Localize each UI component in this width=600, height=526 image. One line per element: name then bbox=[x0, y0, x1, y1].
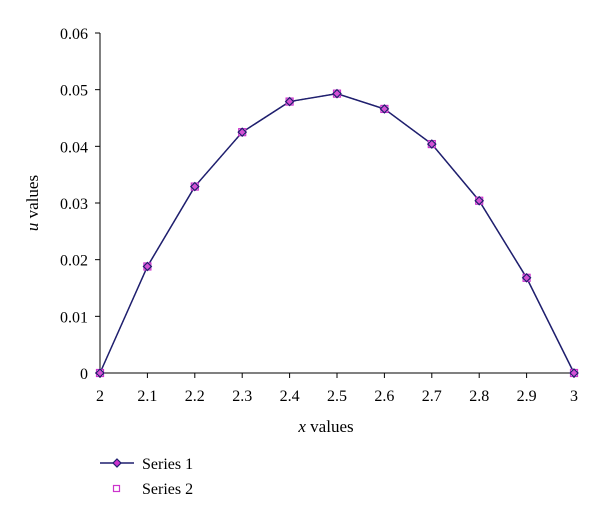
x-tick-label: 2 bbox=[96, 388, 104, 405]
y-axis-title-italic: u bbox=[23, 223, 42, 232]
series-1-point bbox=[332, 88, 342, 99]
legend-label-series-1: Series 1 bbox=[142, 456, 193, 473]
y-ticks: 0 0.01 0.02 0.03 0.04 0.05 0.06 bbox=[60, 26, 100, 383]
series-1-point bbox=[521, 272, 532, 283]
x-tick-label: 2.4 bbox=[280, 388, 300, 405]
series-1-point bbox=[237, 127, 248, 138]
x-tick-label: 2.5 bbox=[327, 388, 347, 405]
legend-label-series-2: Series 2 bbox=[142, 481, 193, 498]
x-tick-label: 2.3 bbox=[232, 388, 252, 405]
legend: Series 1 Series 2 bbox=[100, 456, 193, 498]
y-tick-label: 0.03 bbox=[60, 196, 88, 213]
series-1-point bbox=[569, 368, 579, 378]
series-1-point bbox=[189, 181, 200, 192]
x-axis-title-italic: x bbox=[297, 417, 306, 436]
legend-item-series-2: Series 2 bbox=[112, 481, 193, 498]
x-tick-label: 2.9 bbox=[517, 388, 537, 405]
x-axis-title-rest: values bbox=[306, 417, 354, 436]
series-1-point bbox=[474, 195, 485, 206]
x-tick-label: 3 bbox=[570, 388, 578, 405]
legend-swatch-series-1-marker bbox=[112, 458, 122, 468]
series-1-point bbox=[142, 261, 153, 272]
y-axis-title: u values bbox=[23, 175, 42, 231]
y-tick-label: 0.04 bbox=[60, 139, 88, 156]
x-tick-label: 2.7 bbox=[422, 388, 442, 405]
legend-swatch-series-2-marker bbox=[112, 484, 121, 493]
x-tick-label: 2.2 bbox=[185, 388, 205, 405]
axes bbox=[99, 33, 574, 374]
y-tick-label: 0 bbox=[80, 366, 88, 383]
x-tick-label: 2.8 bbox=[469, 388, 489, 405]
series-1-point bbox=[426, 139, 437, 149]
x-tick-label: 2.1 bbox=[137, 388, 157, 405]
y-tick-label: 0.01 bbox=[60, 309, 88, 326]
y-axis-title-rest: values bbox=[23, 175, 42, 223]
y-tick-label: 0.05 bbox=[60, 83, 88, 100]
x-ticks: 2 2.1 2.2 2.3 2.4 2.5 2.6 2.7 2.8 2.9 3 bbox=[96, 373, 578, 405]
series-1-line bbox=[99, 92, 575, 374]
series bbox=[95, 88, 579, 378]
y-tick-label: 0.06 bbox=[60, 26, 88, 43]
x-axis-title: x values bbox=[297, 417, 353, 436]
series-1-point bbox=[284, 96, 295, 107]
x-tick-label: 2.6 bbox=[374, 388, 394, 405]
series-2-line bbox=[99, 93, 575, 374]
series-1-point bbox=[379, 104, 390, 114]
legend-item-series-1: Series 1 bbox=[100, 456, 193, 473]
series-1-point bbox=[95, 368, 105, 378]
y-tick-label: 0.02 bbox=[60, 253, 88, 270]
